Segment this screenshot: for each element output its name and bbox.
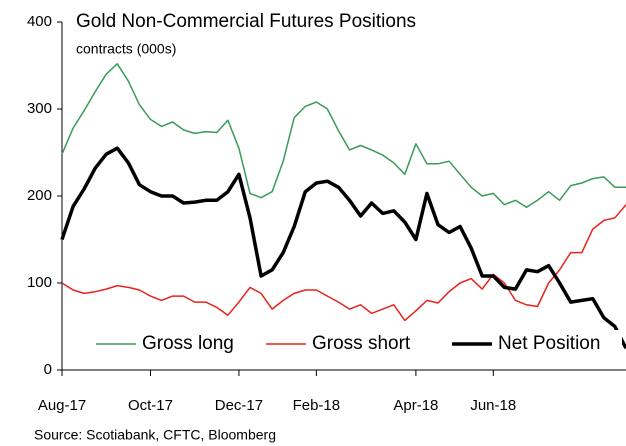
x-tick-label: Aug-17	[38, 397, 86, 414]
x-tick-label: Jun-18	[470, 397, 516, 414]
series-line	[60, 146, 626, 350]
x-tick-label: Oct-17	[128, 397, 173, 414]
chart-title: Gold Non-Commercial Futures Positions	[76, 11, 416, 32]
series-line	[61, 204, 626, 322]
x-tick-label: Feb-18	[293, 397, 341, 414]
y-tick-label: 100	[27, 274, 52, 291]
series-line	[61, 63, 626, 209]
legend-box	[70, 330, 622, 358]
x-tick-label: Apr-18	[393, 397, 438, 414]
legend: Gross long Gross short Net Position	[70, 330, 622, 358]
source: Source: Scotiabank, CFTC, Bloomberg	[34, 427, 276, 443]
x-tick-label: Dec-17	[215, 397, 263, 414]
y-tick-label: 0	[44, 361, 52, 378]
y-tick-label: 200	[27, 187, 52, 204]
legend-label: Net Position	[498, 333, 600, 354]
y-tick-label: 300	[27, 100, 52, 117]
legend-label: Gross short	[312, 333, 411, 354]
chart-subtitle: contracts (000s)	[76, 41, 176, 57]
legend-label: Gross long	[142, 333, 234, 354]
y-tick-label: 400	[27, 13, 52, 30]
